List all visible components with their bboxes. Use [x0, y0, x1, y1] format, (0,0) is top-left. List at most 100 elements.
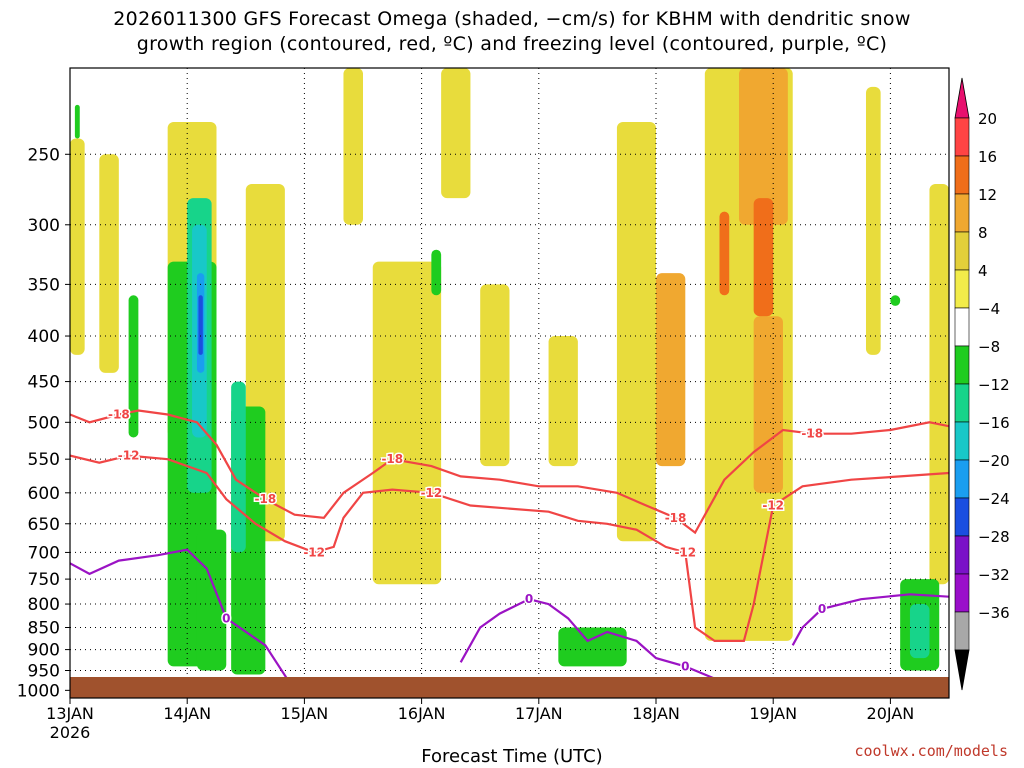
- omega-cell-5: [372, 261, 442, 585]
- x-tick-label-2: 15JAN: [281, 704, 329, 723]
- dgz-contour-0-label-0: -18: [108, 408, 130, 422]
- x-tick-label-7: 20JAN: [867, 704, 915, 723]
- colorbar-cell-8: [954, 421, 970, 461]
- omega-cell-13: [739, 68, 788, 225]
- omega-cell-24: [558, 627, 627, 667]
- x-tick-label-4: 17JAN: [515, 704, 563, 723]
- chart-title-line1: 2026011300 GFS Forecast Omega (shaded, −…: [113, 8, 911, 30]
- colorbar-label-13: −36: [978, 604, 1010, 622]
- y-axis: 250 300 350 400 450 500 550 600 650 700 750 800 850 9…: [17, 145, 70, 701]
- y-tick-label-10: 750: [28, 570, 60, 590]
- omega-cell-7: [480, 284, 510, 467]
- colorbar-cell-0: [954, 117, 970, 157]
- x-axis-label: Forecast Time (UTC): [421, 746, 603, 767]
- omega-cell-12: [929, 184, 949, 585]
- freezing-contour-2-label-1: 0: [681, 659, 689, 673]
- omega-cell-23: [431, 249, 442, 296]
- y-tick-label-4: 450: [28, 373, 60, 393]
- omega-cell-17: [719, 211, 730, 296]
- omega-cell-28: [231, 381, 246, 553]
- ground-surface: [70, 677, 949, 698]
- colorbar-cell-3: [954, 231, 970, 271]
- colorbar-top-triangle: [954, 77, 970, 119]
- colorbar-label-6: −8: [978, 338, 1000, 356]
- dgz-contour-1-label-0: -12: [118, 449, 140, 463]
- colorbar-cell-10: [954, 497, 970, 537]
- omega-cell-8: [548, 336, 578, 467]
- colorbar-label-1: 16: [978, 148, 997, 166]
- omega-cell-32: [198, 295, 203, 355]
- freezing-contour-3-label-0: 0: [818, 602, 826, 616]
- omega-cell-9: [616, 122, 656, 542]
- dgz-contour-0-label-3: -18: [665, 511, 687, 525]
- y-tick-label-1: 300: [28, 216, 60, 236]
- colorbar-label-9: −20: [978, 452, 1010, 470]
- dgz-contour-0-label-1: -18: [254, 492, 276, 506]
- x-axis: 13JAN 14JAN 15JAN 16JAN 17JAN 18JAN 19JAN 20JAN…: [46, 698, 914, 742]
- y-tick-label-5: 500: [28, 413, 60, 433]
- colorbar-cell-4: [954, 269, 970, 309]
- colorbar: 20 16 12 8 4 −4 −8 −12 −16 −20 −24 −28 −32 −36: [954, 77, 1010, 691]
- freezing-contour-2: [459, 598, 735, 692]
- contour-lines: -18 -18 -18 -18 -18 -12 -12 -12 -12 -12 0 0 0 0: [70, 406, 949, 692]
- y-tick-label-7: 600: [28, 484, 60, 504]
- colorbar-cell-7: [954, 383, 970, 423]
- colorbar-cell-13: [954, 611, 970, 651]
- omega-cell-1: [99, 154, 119, 373]
- y-tick-label-12: 850: [28, 618, 60, 638]
- omega-cell-19: [128, 295, 139, 438]
- colorbar-label-4: 4: [978, 262, 988, 280]
- x-tick-label-0: 13JAN: [46, 704, 94, 723]
- omega-cell-0: [70, 138, 85, 355]
- colorbar-cell-12: [954, 573, 970, 613]
- y-tick-label-9: 700: [28, 543, 60, 563]
- y-tick-label-6: 550: [28, 450, 60, 470]
- colorbar-cell-9: [954, 459, 970, 499]
- x-tick-label-3: 16JAN: [398, 704, 446, 723]
- dgz-contour-1-label-2: -12: [421, 486, 443, 500]
- omega-cell-21: [196, 529, 227, 671]
- colorbar-cell-5: [954, 307, 970, 347]
- dgz-contour-1: [70, 454, 949, 642]
- colorbar-label-2: 12: [978, 186, 997, 204]
- omega-cell-29: [909, 604, 930, 659]
- omega-cell-4: [343, 68, 363, 225]
- x-tick-label-1: 14JAN: [163, 704, 211, 723]
- omega-cell-6: [441, 68, 471, 199]
- x-tick-label-6: 19JAN: [749, 704, 797, 723]
- y-tick-label-14: 950: [28, 662, 60, 682]
- colorbar-cell-2: [954, 193, 970, 233]
- colorbar-bottom-triangle: [954, 649, 970, 691]
- dgz-contour-0: [70, 409, 949, 535]
- omega-cell-26: [890, 295, 901, 306]
- y-tick-label-0: 250: [28, 145, 60, 165]
- omega-shading: [70, 68, 949, 675]
- colorbar-cell-11: [954, 535, 970, 575]
- freezing-contour-0-label-0: 0: [222, 611, 230, 625]
- freezing-contour-2-label-0: 0: [525, 592, 533, 606]
- omega-cell-18: [74, 104, 80, 139]
- y-tick-label-13: 900: [28, 641, 60, 661]
- x-tick-sublabel: 2026: [50, 723, 91, 742]
- colorbar-label-11: −28: [978, 528, 1010, 546]
- colorbar-cell-6: [954, 345, 970, 385]
- y-tick-label-8: 650: [28, 515, 60, 535]
- dgz-contour-1-label-1: -12: [303, 545, 325, 559]
- y-tick-label-3: 400: [28, 327, 60, 347]
- omega-cell-15: [753, 316, 783, 493]
- colorbar-label-0: 20: [978, 110, 997, 128]
- omega-cell-14: [656, 273, 686, 467]
- colorbar-label-12: −32: [978, 566, 1010, 584]
- grid-lines: [70, 68, 949, 698]
- colorbar-label-7: −12: [978, 376, 1010, 394]
- credit-text: coolwx.com/models: [854, 742, 1008, 760]
- omega-cell-16: [753, 198, 774, 317]
- dgz-contour-0-label-4: -18: [801, 427, 823, 441]
- freezing-contour-0: [70, 548, 296, 691]
- dgz-contour-1-label-3: -12: [674, 545, 696, 559]
- y-tick-label-2: 350: [28, 275, 60, 295]
- y-tick-label-15: 1000: [17, 681, 60, 701]
- colorbar-label-10: −24: [978, 490, 1010, 508]
- colorbar-label-3: 8: [978, 224, 988, 242]
